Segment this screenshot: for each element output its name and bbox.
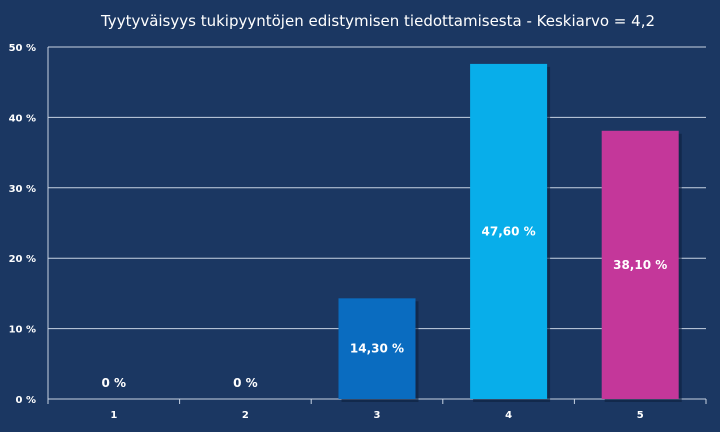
- y-tick-label: 0 %: [16, 395, 36, 406]
- data-label: 0 %: [233, 376, 258, 390]
- chart-title: Tyytyväisyys tukipyyntöjen edistymisen t…: [100, 12, 655, 30]
- data-label: 47,60 %: [482, 224, 536, 238]
- y-tick-label: 10 %: [9, 325, 36, 336]
- data-labels: 0 % 0 % 14,30 % 47,60 % 38,10 %: [102, 224, 668, 390]
- data-label: 14,30 %: [350, 342, 404, 356]
- x-tick-label: 2: [242, 410, 249, 421]
- bar-4: [470, 63, 548, 400]
- x-axis-ticks: 1 2 3 4 5: [110, 410, 643, 421]
- x-tick-label: 4: [505, 410, 512, 421]
- x-tick-label: 5: [637, 410, 644, 421]
- y-tick-label: 30 %: [9, 184, 36, 195]
- y-tick-label: 40 %: [9, 113, 36, 124]
- x-tick-label: 3: [374, 410, 381, 421]
- y-tick-label: 50 %: [9, 43, 36, 54]
- bar-5: [601, 130, 679, 399]
- bar-3: [338, 298, 416, 399]
- x-tick-label: 1: [110, 410, 117, 421]
- y-axis-ticks: 0 % 10 % 20 % 30 % 40 % 50 %: [9, 43, 36, 406]
- y-tick-label: 20 %: [9, 254, 36, 265]
- data-label: 0 %: [102, 376, 127, 390]
- bars: [338, 63, 682, 402]
- data-label: 38,10 %: [613, 258, 667, 272]
